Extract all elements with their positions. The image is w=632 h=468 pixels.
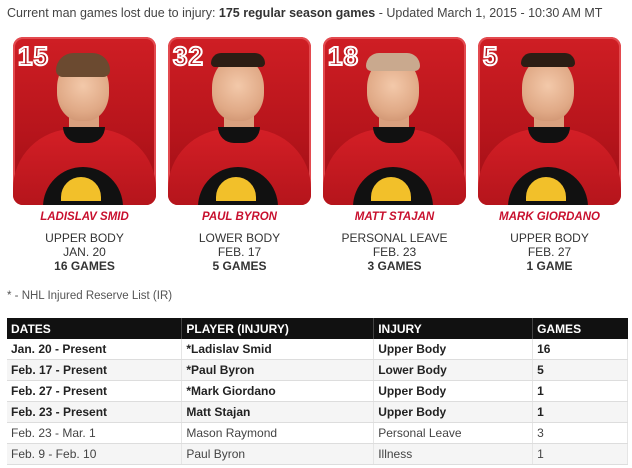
- column-header-dates[interactable]: DATES: [7, 318, 183, 339]
- cell-player: *Ladislav Smid: [181, 339, 375, 360]
- cell-injury: Lower Body: [373, 359, 534, 381]
- cell-games: 1: [532, 443, 628, 465]
- cell-games: 3: [532, 422, 628, 444]
- jersey-number: 5: [482, 40, 499, 72]
- player-name[interactable]: PAUL BYRON: [202, 211, 277, 223]
- injury-date: FEB. 23: [372, 245, 417, 259]
- cell-injury: Personal Leave: [373, 422, 534, 444]
- summary-updated: - Updated March 1, 2015 - 10:30 AM MT: [375, 6, 603, 20]
- games-missed: 1 GAME: [526, 259, 573, 273]
- table-row: Feb. 23 - Present Matt Stajan Upper Body…: [7, 401, 628, 423]
- injury-history-table: DATES PLAYER (INJURY) INJURY GAMES Jan. …: [7, 318, 628, 465]
- column-header-games[interactable]: GAMES: [532, 318, 628, 339]
- injury-type: UPPER BODY: [510, 231, 589, 245]
- cell-player: Paul Byron: [181, 443, 375, 465]
- injury-type: PERSONAL LEAVE: [341, 231, 448, 245]
- injury-type: UPPER BODY: [45, 231, 124, 245]
- injury-date: FEB. 27: [527, 245, 572, 259]
- injury-date: FEB. 17: [217, 245, 262, 259]
- injury-type: LOWER BODY: [198, 231, 281, 245]
- table-row: Feb. 27 - Present *Mark Giordano Upper B…: [7, 380, 628, 402]
- cell-dates: Feb. 17 - Present: [7, 359, 183, 381]
- player-name[interactable]: LADISLAV SMID: [40, 211, 129, 223]
- ir-footnote: * - NHL Injured Reserve List (IR): [7, 290, 173, 302]
- cell-player: *Mark Giordano: [181, 380, 375, 402]
- cell-games: 1: [532, 380, 628, 402]
- cell-injury: Upper Body: [373, 380, 534, 402]
- table-header-row: DATES PLAYER (INJURY) INJURY GAMES: [7, 318, 628, 339]
- player-card[interactable]: 15 LADISLAV SMID UPPER BODY JAN. 20 16 G…: [13, 37, 156, 273]
- injured-player-cards: 15 LADISLAV SMID UPPER BODY JAN. 20 16 G…: [13, 37, 623, 277]
- games-missed: 3 GAMES: [367, 259, 422, 273]
- cell-dates: Feb. 23 - Mar. 1: [7, 422, 183, 444]
- player-name[interactable]: MATT STAJAN: [354, 211, 435, 223]
- cell-injury: Illness: [373, 443, 534, 465]
- cell-injury: Upper Body: [373, 401, 534, 423]
- cell-games: 1: [532, 401, 628, 423]
- summary-total: 175 regular season games: [218, 6, 376, 20]
- jersey-number: 32: [172, 40, 204, 72]
- cell-dates: Feb. 27 - Present: [7, 380, 183, 402]
- jersey-number: 15: [17, 40, 49, 72]
- player-photo[interactable]: 32: [168, 37, 311, 205]
- cell-dates: Feb. 23 - Present: [7, 401, 183, 423]
- table-row: Feb. 17 - Present *Paul Byron Lower Body…: [7, 359, 628, 381]
- games-missed: 16 GAMES: [54, 259, 115, 273]
- cell-player: *Paul Byron: [181, 359, 375, 381]
- player-photo[interactable]: 15: [13, 37, 156, 205]
- player-card[interactable]: 18 MATT STAJAN PERSONAL LEAVE FEB. 23 3 …: [323, 37, 466, 273]
- cell-dates: Jan. 20 - Present: [7, 339, 183, 360]
- player-photo[interactable]: 5: [478, 37, 621, 205]
- cell-dates: Feb. 9 - Feb. 10: [7, 443, 183, 465]
- table-row: Feb. 9 - Feb. 10 Paul Byron Illness 1: [7, 443, 628, 465]
- table-row: Jan. 20 - Present *Ladislav Smid Upper B…: [7, 339, 628, 360]
- player-card[interactable]: 32 PAUL BYRON LOWER BODY FEB. 17 5 GAMES: [168, 37, 311, 273]
- cell-games: 16: [532, 339, 628, 360]
- games-missed: 5 GAMES: [212, 259, 267, 273]
- cell-injury: Upper Body: [373, 339, 534, 360]
- player-photo[interactable]: 18: [323, 37, 466, 205]
- column-header-player[interactable]: PLAYER (INJURY): [181, 318, 375, 339]
- player-card[interactable]: 5 MARK GIORDANO UPPER BODY FEB. 27 1 GAM…: [478, 37, 621, 273]
- cell-player: Matt Stajan: [181, 401, 375, 423]
- cell-games: 5: [532, 359, 628, 381]
- cell-player: Mason Raymond: [181, 422, 375, 444]
- player-name[interactable]: MARK GIORDANO: [499, 211, 600, 223]
- column-header-injury[interactable]: INJURY: [373, 318, 534, 339]
- summary-prefix: Current man games lost due to injury:: [7, 6, 219, 20]
- table-row: Feb. 23 - Mar. 1 Mason Raymond Personal …: [7, 422, 628, 444]
- jersey-number: 18: [327, 40, 359, 72]
- injury-date: JAN. 20: [63, 245, 106, 259]
- injury-summary: Current man games lost due to injury: 17…: [7, 6, 602, 20]
